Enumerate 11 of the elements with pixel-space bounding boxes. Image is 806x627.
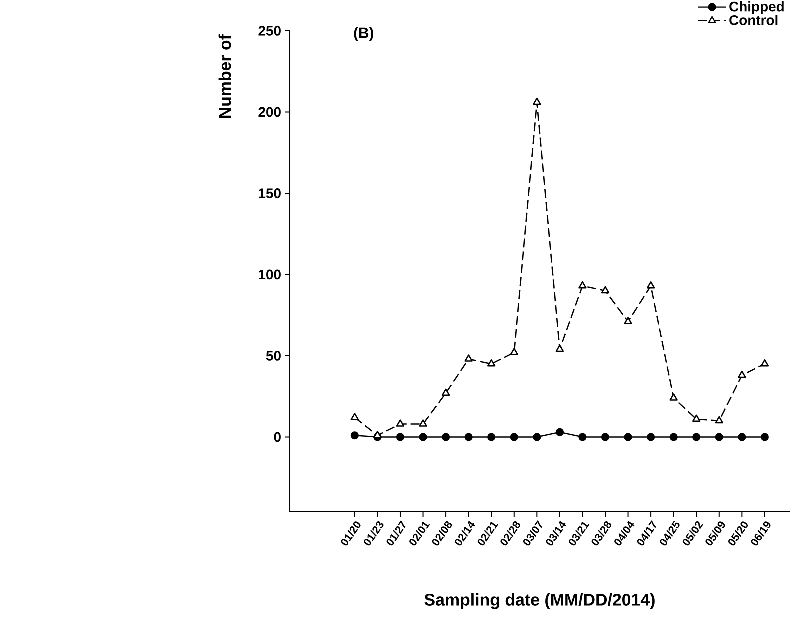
legend-label: Chipped (730, 1, 784, 14)
y-tick-label: 150 (259, 188, 281, 198)
y-tick-label: 100 (259, 270, 281, 280)
y-axis-title: Number of (218, 34, 232, 118)
y-tick-label: 0 (274, 432, 281, 442)
legend-label: Control (730, 15, 778, 26)
annotation: (B) (354, 27, 374, 42)
y-tick-label: 50 (266, 351, 281, 361)
x-axis-title: Sampling date (MM/DD/2014) (424, 594, 655, 610)
y-tick-label: 250 (258, 26, 281, 36)
y-tick-label: 200 (258, 107, 281, 118)
